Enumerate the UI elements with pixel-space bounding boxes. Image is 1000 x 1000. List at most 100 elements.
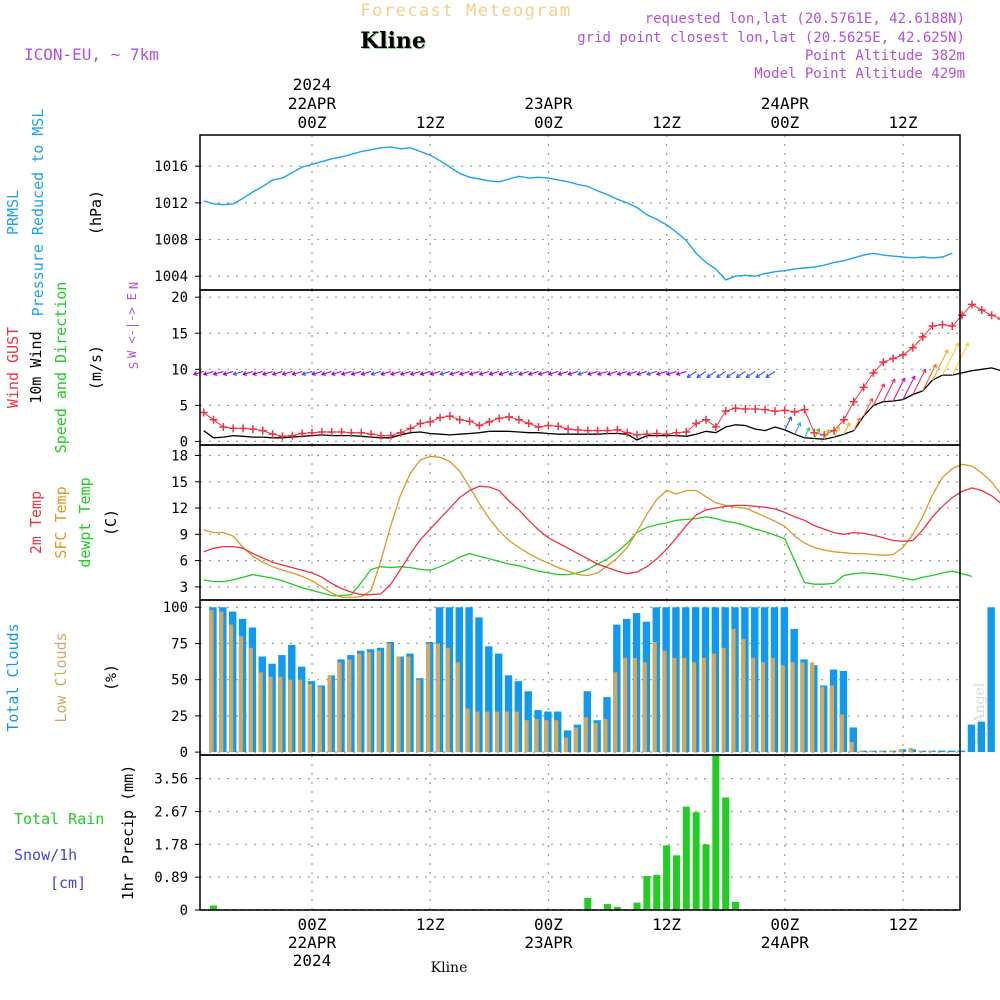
- precip-bar: [672, 855, 680, 910]
- wind-arrow-head: [331, 371, 336, 376]
- low-cloud-bar: [839, 714, 844, 753]
- app-title: Forecast Meteogram: [360, 1, 571, 21]
- gust-marker: [573, 425, 582, 434]
- low-cloud-bar: [494, 711, 500, 753]
- precip-bar: [633, 902, 641, 910]
- panel-label: Pressure Reduced to MSL: [29, 109, 47, 317]
- y-axis-label: (hPa): [87, 190, 105, 235]
- wind-arrow-head: [716, 373, 721, 379]
- precip-bar: [604, 904, 611, 910]
- wind-arrow: [706, 371, 717, 378]
- gust-marker: [642, 430, 651, 439]
- y-axis-label: (m/s): [87, 345, 105, 390]
- total-cloud-bar: [938, 750, 946, 753]
- wind-arrow: [607, 370, 618, 375]
- wind-arrow: [459, 370, 470, 375]
- wind-arrow-head: [567, 371, 572, 376]
- gust-marker: [357, 428, 366, 437]
- wind-arrow-head: [419, 371, 425, 376]
- gust-marker: [426, 417, 435, 426]
- time-label: 12Z: [652, 915, 681, 934]
- wind-arrow: [380, 370, 391, 375]
- low-cloud-bar: [317, 686, 322, 753]
- wind-arrow: [784, 416, 792, 431]
- gust-marker: [308, 428, 316, 437]
- wind-arrow-head: [616, 371, 622, 376]
- low-cloud-bar: [682, 657, 687, 753]
- low-cloud-bar: [800, 662, 805, 753]
- low-cloud-bar: [229, 624, 234, 753]
- y-tick-label: 1004: [154, 269, 188, 285]
- compass-north: N: [127, 282, 141, 289]
- low-cloud-bar: [751, 657, 756, 753]
- time-label: 12Z: [416, 915, 445, 934]
- wind-arrow: [518, 370, 529, 375]
- gust-marker: [327, 428, 336, 437]
- gust-marker: [652, 429, 661, 438]
- temperature-panel: 3 6 9 12 15 18 2m Temp SFC Temp dewpt Temp (C): [27, 444, 1000, 601]
- wind-arrow: [577, 370, 588, 375]
- wind-arrow-head: [390, 371, 395, 376]
- low-cloud-bar: [731, 628, 736, 753]
- panel-label: Low Clouds: [52, 632, 70, 722]
- gust-marker: [367, 430, 376, 439]
- low-cloud-bar: [544, 720, 549, 753]
- y-axis-label: (C): [102, 509, 120, 536]
- low-cloud-bar: [918, 750, 923, 753]
- low-cloud-bar: [593, 723, 598, 753]
- wind-arrow: [449, 370, 460, 375]
- gust-marker: [524, 419, 533, 428]
- gust-marker: [711, 422, 720, 431]
- gust-marker: [938, 320, 947, 329]
- total-cloud-bar: [849, 727, 857, 753]
- total-cloud-bar: [465, 607, 473, 753]
- wind-arrow: [833, 426, 840, 438]
- gust-marker: [682, 428, 691, 437]
- low-cloud-bar: [416, 679, 421, 753]
- low-cloud-bar: [642, 662, 647, 753]
- wind-arrow-head: [646, 371, 651, 376]
- gust-marker: [761, 405, 770, 414]
- wind-arrow-head: [291, 371, 297, 376]
- time-label: 12Z: [889, 113, 918, 132]
- low-cloud-bar: [297, 679, 303, 753]
- gust-marker: [908, 343, 917, 352]
- time-label: 2024: [293, 951, 332, 970]
- gust-marker: [278, 432, 287, 441]
- precip-bar: [643, 876, 651, 910]
- wind-arrow-head: [508, 371, 513, 376]
- low-cloud-bar: [534, 718, 539, 753]
- gust-marker: [603, 426, 612, 435]
- total-cloud-bar: [977, 721, 985, 753]
- panel-label: 2m Temp: [27, 491, 45, 554]
- total-cloud-bar: [987, 607, 995, 753]
- low-cloud-bar: [790, 662, 795, 753]
- time-label: 24APR: [761, 94, 810, 113]
- panel-label: PRMSL: [4, 190, 22, 235]
- wind-arrow-head: [696, 373, 702, 379]
- wind-arrow-head: [706, 373, 711, 379]
- y-tick-label: 1016: [154, 159, 188, 175]
- gust-marker: [337, 428, 346, 437]
- low-cloud-bar: [928, 750, 933, 753]
- y-tick-label: 1012: [154, 196, 188, 212]
- wind-arrow: [528, 370, 539, 375]
- wind-arrow: [755, 371, 766, 378]
- wind-arrow-head: [745, 373, 751, 379]
- wind-arrow-head: [547, 371, 553, 376]
- gust-marker: [554, 422, 563, 431]
- gust-marker: [839, 415, 848, 424]
- gust-marker: [534, 422, 543, 431]
- time-label: 12Z: [652, 113, 681, 132]
- precip-bar: [584, 897, 592, 910]
- total-cloud-bar: [494, 653, 503, 753]
- gust-marker: [948, 322, 957, 331]
- wind-arrow: [272, 370, 283, 375]
- wind-arrow: [892, 377, 906, 402]
- low-cloud-bar: [504, 711, 509, 753]
- low-cloud-bar: [465, 708, 470, 753]
- wind-arrow: [203, 370, 214, 375]
- wind-arrow-head: [557, 371, 563, 376]
- low-cloud-bar: [632, 657, 638, 753]
- wind-arrow: [765, 371, 776, 378]
